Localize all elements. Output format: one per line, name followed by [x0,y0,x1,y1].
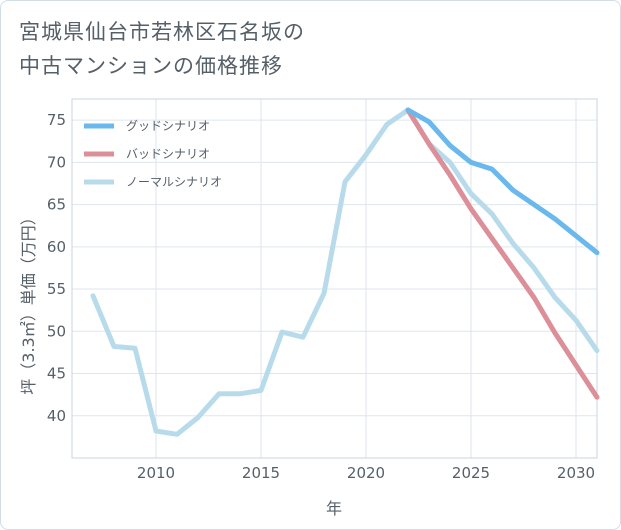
series-line-0 [405,107,600,256]
x-tick-label: 2025 [452,464,490,482]
y-tick-label: 75 [47,111,66,129]
y-tick-label: 55 [47,280,66,298]
y-tick-label: 60 [47,238,66,256]
legend-label-0: グッドシナリオ [126,119,210,133]
y-axis-label: 坪（3.3㎡）単価（万円） [19,209,38,394]
y-tick-label: 50 [47,322,66,340]
plot-area-frame [71,98,598,459]
legend-label-2: ノーマルシナリオ [126,175,222,189]
y-tick-label: 40 [47,407,66,425]
y-tick-label: 70 [47,153,66,171]
y-tick-label: 45 [47,365,66,383]
x-tick-label: 2015 [242,464,280,482]
x-axis-label: 年 [326,499,342,518]
legend-label-1: バッドシナリオ [126,147,210,161]
x-tick-label: 2020 [347,464,385,482]
chart-title: 宮城県仙台市若林区石名坂の 中古マンションの価格推移 [19,15,305,83]
x-tick-label: 2030 [557,464,595,482]
series-lines [90,107,600,437]
y-axis-ticks: 40 45 50 55 60 65 70 75 [47,111,66,425]
y-tick-label: 65 [47,196,66,214]
x-axis-ticks: 2010 2015 2020 2025 2030 [137,464,595,482]
x-tick-label: 2010 [137,464,175,482]
series-line-1 [405,107,600,400]
series-line-2 [90,107,600,437]
chart-title-line-1: 宮城県仙台市若林区石名坂の [19,20,305,44]
chart-title-line-2: 中古マンションの価格推移 [19,54,283,78]
